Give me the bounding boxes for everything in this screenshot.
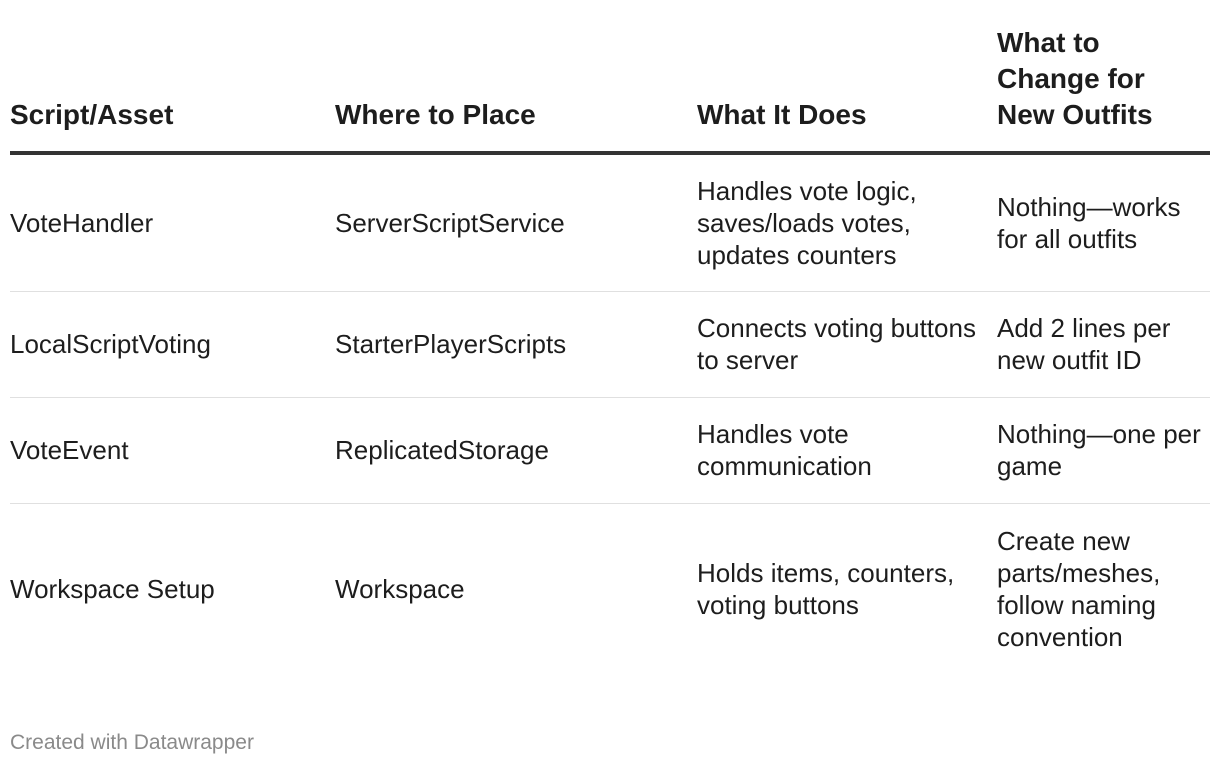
table-cell: VoteEvent [10, 397, 335, 504]
table-cell: Create new parts/meshes, follow naming c… [997, 503, 1210, 675]
table-cell: Holds items, counters, voting buttons [697, 503, 997, 675]
datawrapper-credit[interactable]: Created with Datawrapper [10, 731, 254, 754]
cell-text: Create new parts/meshes, follow naming c… [997, 526, 1161, 653]
header-row: Script/Asset Where to Place What It Does… [10, 0, 1210, 155]
table-row: VoteEvent ReplicatedStorage Handles vote… [10, 397, 1210, 504]
column-header: What It Does [697, 0, 997, 155]
table-cell: LocalScriptVoting [10, 291, 335, 398]
column-header: What to Change for New Outfits [997, 0, 1210, 155]
column-header-label: Script/Asset [10, 99, 174, 130]
table-cell: Workspace Setup [10, 503, 335, 675]
cell-text: LocalScriptVoting [10, 329, 211, 359]
cell-text: StarterPlayerScripts [335, 329, 567, 359]
table-cell: Nothing—one per game [997, 397, 1210, 504]
cell-text: Nothing—works for all outfits [997, 191, 1181, 254]
cell-text: Add 2 lines per new outfit ID [997, 313, 1171, 375]
cell-text: VoteEvent [10, 435, 129, 465]
data-table-container: Script/Asset Where to Place What It Does… [10, 0, 1210, 675]
table-body: VoteHandler ServerScriptService Handles … [10, 153, 1210, 675]
cell-text: Workspace Setup [10, 574, 215, 605]
table-cell: Handles vote logic, saves/loads votes, u… [697, 153, 997, 292]
cell-text: ServerScriptService [335, 207, 565, 238]
cell-text: VoteHandler [10, 207, 154, 238]
table-cell: Nothing—works for all outfits [997, 153, 1210, 292]
table-cell: Workspace [335, 503, 697, 675]
table-cell: Add 2 lines per new outfit ID [997, 291, 1210, 398]
table-cell: Connects voting buttons to server [697, 291, 997, 398]
cell-text: Nothing—one per game [997, 419, 1201, 481]
data-table: Script/Asset Where to Place What It Does… [10, 0, 1210, 675]
cell-text: Handles vote logic, saves/loads votes, u… [697, 175, 917, 270]
cell-text: Workspace [335, 574, 465, 605]
table-cell: Handles vote communication [697, 397, 997, 504]
column-header: Script/Asset [10, 0, 335, 155]
cell-text: ReplicatedStorage [335, 435, 549, 465]
table-cell: StarterPlayerScripts [335, 291, 697, 398]
table-cell: VoteHandler [10, 153, 335, 292]
column-header: Where to Place [335, 0, 697, 155]
table-cell: ReplicatedStorage [335, 397, 697, 504]
table-cell: ServerScriptService [335, 153, 697, 292]
cell-text: Handles vote communication [697, 419, 872, 481]
column-header-label: What It Does [697, 99, 867, 130]
cell-text: Connects voting buttons to server [697, 313, 976, 375]
table-header: Script/Asset Where to Place What It Does… [10, 0, 1210, 155]
table-row: LocalScriptVoting StarterPlayerScripts C… [10, 291, 1210, 398]
column-header-label: What to Change for New Outfits [997, 27, 1153, 130]
cell-text: Holds items, counters, voting buttons [697, 558, 955, 621]
table-row: Workspace Setup Workspace Holds items, c… [10, 503, 1210, 675]
table-row: VoteHandler ServerScriptService Handles … [10, 153, 1210, 292]
column-header-label: Where to Place [335, 99, 536, 130]
